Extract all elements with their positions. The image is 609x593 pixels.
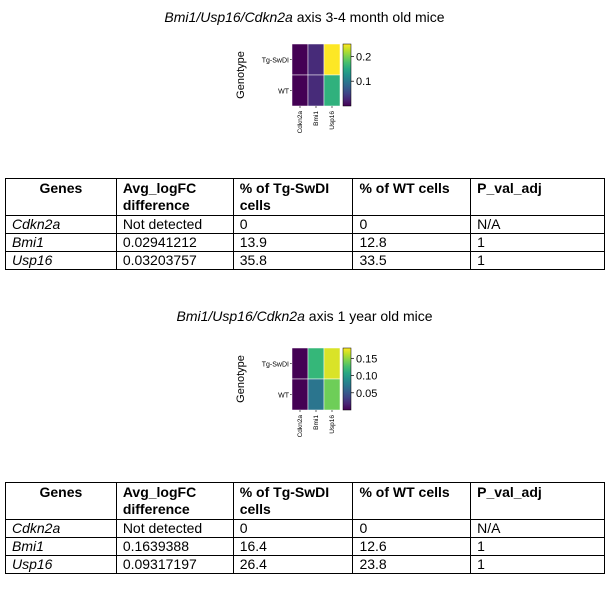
heatmap-ylabel: Genotype [235, 355, 247, 403]
colorbar [342, 347, 352, 411]
cell-logfc: 0.03203757 [115, 251, 234, 270]
heatmap-cell [307, 74, 325, 107]
table-row: Bmi1 0.1639388 16.4 12.6 1 [5, 537, 605, 556]
cell-pval: 1 [470, 537, 605, 556]
colorbar-tick-label: 0.1 [356, 76, 371, 88]
colorbar [342, 43, 352, 107]
colorbar-tick-label: 0.15 [356, 353, 377, 365]
colorbar-tick-label: 0.2 [356, 51, 371, 63]
cell-gene: Cdkn2a [5, 215, 117, 234]
table-row: Usp16 0.09317197 26.4 23.8 1 [5, 555, 605, 574]
table-2-header-row: Genes Avg_logFC difference % of Tg-SwDI … [5, 482, 605, 520]
cell-logfc: Not detected [115, 519, 234, 538]
cell-logfc: 0.02941212 [115, 233, 234, 252]
header-pct-tg: % of Tg-SwDI cells [232, 178, 354, 216]
section-2-title-rest: axis 1 year old mice [304, 308, 433, 324]
colorbar-tick-label: 0.10 [356, 371, 377, 383]
cell-pval: 1 [470, 233, 605, 252]
cell-pct-tg: 26.4 [232, 555, 354, 574]
cell-pval: N/A [470, 215, 605, 234]
cell-pct-wt: 12.6 [352, 537, 472, 556]
cell-pct-tg: 0 [232, 519, 354, 538]
cell-logfc: 0.1639388 [115, 537, 234, 556]
cell-pct-wt: 23.8 [352, 555, 472, 574]
heatmap-cell [307, 43, 325, 76]
heatmap-row-label: Tg-SwDI [262, 362, 289, 369]
cell-gene: Cdkn2a [5, 519, 117, 538]
table-row: Bmi1 0.02941212 13.9 12.8 1 [5, 233, 605, 252]
heatmap-cell [291, 347, 309, 380]
heatmap-col-label: Cdkn2a [297, 415, 304, 438]
heatmap-col-label: Bmi1 [313, 415, 320, 430]
cell-pct-tg: 0 [232, 215, 354, 234]
heatmap-col-label: Cdkn2a [297, 111, 304, 134]
table-row: Usp16 0.03203757 35.8 33.5 1 [5, 251, 605, 270]
heatmap-cell [291, 378, 309, 411]
cell-gene: Usp16 [5, 555, 117, 574]
heatmap-cell [323, 43, 341, 76]
heatmap-cell [291, 74, 309, 107]
header-pval: P_val_adj [470, 482, 605, 520]
cell-pct-tg: 13.9 [232, 233, 354, 252]
table-1: Genes Avg_logFC difference % of Tg-SwDI … [5, 178, 605, 270]
section-2-title: Bmi1/Usp16/Cdkn2a axis 1 year old mice [0, 308, 609, 324]
section-2-title-italic: Bmi1/Usp16/Cdkn2a [176, 308, 305, 324]
table-row: Cdkn2a Not detected 0 0 N/A [5, 519, 605, 538]
heatmap-row-label: WT [278, 393, 290, 400]
header-pval: P_val_adj [470, 178, 605, 216]
header-genes: Genes [5, 178, 117, 216]
heatmap-2: Genotype Tg-SwDI WT Cdkn2a Bmi1 Usp16 0.15 0.10… [230, 344, 380, 461]
heatmap-cell [323, 347, 341, 380]
cell-logfc: Not detected [115, 215, 234, 234]
cell-pct-tg: 35.8 [232, 251, 354, 270]
heatmap-cell [323, 74, 341, 107]
heatmap-cell [291, 43, 309, 76]
cell-gene: Bmi1 [5, 233, 117, 252]
heatmap-row-label: WT [278, 89, 290, 96]
cell-pct-wt: 12.8 [352, 233, 472, 252]
cell-pval: 1 [470, 555, 605, 574]
heatmap-1-svg: Genotype Tg-SwDI WT Cdkn2a Bmi1 Usp16 0.2 0.1 [235, 43, 371, 134]
heatmap-col-label: Usp16 [329, 111, 336, 130]
heatmap-1: Genotype Tg-SwDI WT Cdkn2a Bmi1 Usp16 0.2 0.1 [230, 40, 380, 157]
heatmap-cell [307, 347, 325, 380]
heatmap-cell [307, 378, 325, 411]
header-genes: Genes [5, 482, 117, 520]
table-row: Cdkn2a Not detected 0 0 N/A [5, 215, 605, 234]
cell-pct-wt: 0 [352, 215, 472, 234]
header-pct-tg: % of Tg-SwDI cells [232, 482, 354, 520]
cell-gene: Usp16 [5, 251, 117, 270]
section-1-title-rest: axis 3-4 month old mice [292, 9, 445, 25]
section-1-title-italic: Bmi1/Usp16/Cdkn2a [164, 9, 293, 25]
heatmap-ylabel: Genotype [235, 51, 247, 99]
cell-pct-wt: 33.5 [352, 251, 472, 270]
section-1-title: Bmi1/Usp16/Cdkn2a axis 3-4 month old mic… [0, 9, 609, 25]
cell-pct-wt: 0 [352, 519, 472, 538]
heatmap-col-label: Usp16 [329, 415, 336, 434]
heatmap-2-svg: Genotype Tg-SwDI WT Cdkn2a Bmi1 Usp16 0.15 0.10… [235, 347, 377, 438]
cell-pval: N/A [470, 519, 605, 538]
cell-pval: 1 [470, 251, 605, 270]
colorbar-tick-label: 0.05 [356, 388, 377, 400]
cell-pct-tg: 16.4 [232, 537, 354, 556]
header-pct-wt: % of WT cells [352, 178, 472, 216]
heatmap-cell [323, 378, 341, 411]
header-pct-wt: % of WT cells [352, 482, 472, 520]
heatmap-col-label: Bmi1 [313, 111, 320, 126]
cell-gene: Bmi1 [5, 537, 117, 556]
heatmap-row-label: Tg-SwDI [262, 58, 289, 65]
header-avg-logfc: Avg_logFC difference [115, 482, 234, 520]
header-avg-logfc: Avg_logFC difference [115, 178, 234, 216]
cell-logfc: 0.09317197 [115, 555, 234, 574]
table-1-header-row: Genes Avg_logFC difference % of Tg-SwDI … [5, 178, 605, 216]
table-2: Genes Avg_logFC difference % of Tg-SwDI … [5, 482, 605, 574]
